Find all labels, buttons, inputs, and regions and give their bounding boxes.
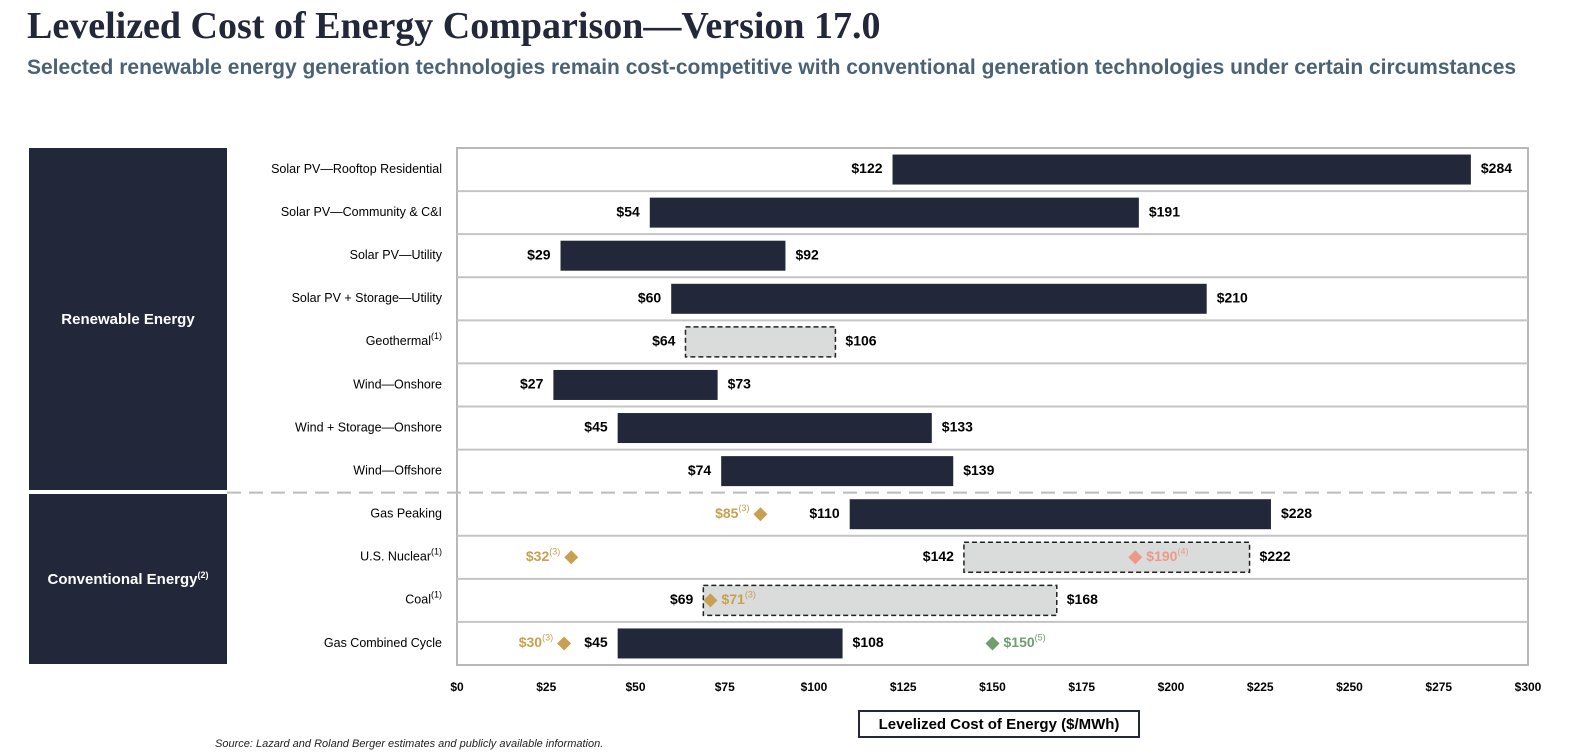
bar-low-label: $110 [809, 505, 840, 521]
page-subtitle: Selected renewable energy generation tec… [27, 56, 1517, 79]
x-tick-label: $300 [1515, 680, 1542, 694]
marker-diamond [985, 636, 1000, 651]
marker-diamond [703, 593, 718, 608]
bar-low-label: $122 [851, 160, 882, 176]
x-tick-label: $150 [979, 680, 1006, 694]
bar-low-label: $74 [688, 462, 712, 478]
bar-low-label: $142 [923, 548, 954, 564]
range-bar [671, 283, 1207, 314]
bar-low-label: $60 [638, 289, 662, 305]
bar-high-label: $191 [1149, 203, 1180, 219]
x-tick-label: $250 [1336, 680, 1363, 694]
bar-high-label: $210 [1217, 289, 1248, 305]
category-label: U.S. Nuclear(1) [360, 547, 442, 564]
range-bar-dashed [963, 541, 1251, 574]
marker-diamond [564, 550, 579, 565]
bar-high-label: $108 [853, 634, 884, 650]
x-tick-label: $125 [890, 680, 917, 694]
source-note: Source: Lazard and Roland Berger estimat… [215, 738, 604, 750]
bar-low-label: $45 [584, 634, 608, 650]
bar-high-label: $284 [1481, 160, 1512, 176]
category-label: Solar PV + Storage—Utility [292, 291, 443, 305]
bar-low-label: $69 [670, 591, 694, 607]
x-tick-label: $25 [536, 680, 556, 694]
x-tick-label: $50 [625, 680, 645, 694]
marker-diamond [557, 636, 572, 651]
bar-high-label: $133 [942, 419, 973, 435]
range-bar [721, 456, 954, 487]
range-bar-dashed [684, 326, 837, 358]
bar-high-label: $106 [845, 333, 876, 349]
x-tick-label: $175 [1068, 680, 1095, 694]
marker-diamond [753, 507, 768, 522]
bar-high-label: $222 [1260, 548, 1291, 564]
category-label: Geothermal(1) [366, 331, 442, 348]
bar-low-label: $54 [616, 203, 640, 219]
bar-low-label: $29 [527, 246, 551, 262]
range-bar [849, 499, 1271, 530]
group-panel-conventional: Conventional Energy(2) [29, 494, 227, 664]
range-bar [553, 369, 718, 400]
category-label: Wind + Storage—Onshore [295, 420, 442, 434]
group-panel-renewable: Renewable Energy [29, 148, 227, 490]
range-bar [560, 240, 786, 271]
group-label: Renewable Energy [61, 310, 195, 328]
bar-low-label: $64 [652, 333, 676, 349]
x-axis-title: Levelized Cost of Energy ($/MWh) [858, 710, 1140, 738]
bar-high-label: $228 [1281, 505, 1312, 521]
category-label: Wind—Onshore [353, 377, 442, 391]
range-bar [617, 628, 843, 659]
category-label: Gas Peaking [370, 507, 442, 521]
x-tick-label: $100 [801, 680, 828, 694]
bar-high-label: $139 [963, 462, 994, 478]
bar-high-label: $168 [1067, 591, 1098, 607]
group-label: Conventional Energy(2) [47, 570, 209, 588]
page-title: Levelized Cost of Energy Comparison—Vers… [27, 5, 881, 47]
category-label: Solar PV—Utility [350, 248, 443, 262]
marker-diamond [1128, 550, 1143, 565]
x-tick-label: $75 [715, 680, 735, 694]
range-bar [617, 413, 932, 444]
category-label: Wind—Offshore [353, 463, 442, 477]
category-label: Gas Combined Cycle [324, 636, 442, 650]
range-bar [649, 197, 1139, 228]
bar-low-label: $45 [584, 419, 608, 435]
x-tick-label: $275 [1425, 680, 1452, 694]
category-label: Solar PV—Community & C&I [281, 205, 442, 219]
bar-high-label: $92 [795, 246, 819, 262]
category-label: Solar PV—Rooftop Residential [271, 162, 442, 176]
category-label: Coal(1) [405, 590, 442, 607]
x-tick-label: $200 [1158, 680, 1185, 694]
x-tick-label: $0 [450, 680, 464, 694]
bar-high-label: $73 [728, 376, 752, 392]
bar-low-label: $27 [520, 376, 544, 392]
x-tick-label: $225 [1247, 680, 1274, 694]
range-bar [892, 154, 1471, 185]
range-bar-dashed [702, 584, 1058, 617]
